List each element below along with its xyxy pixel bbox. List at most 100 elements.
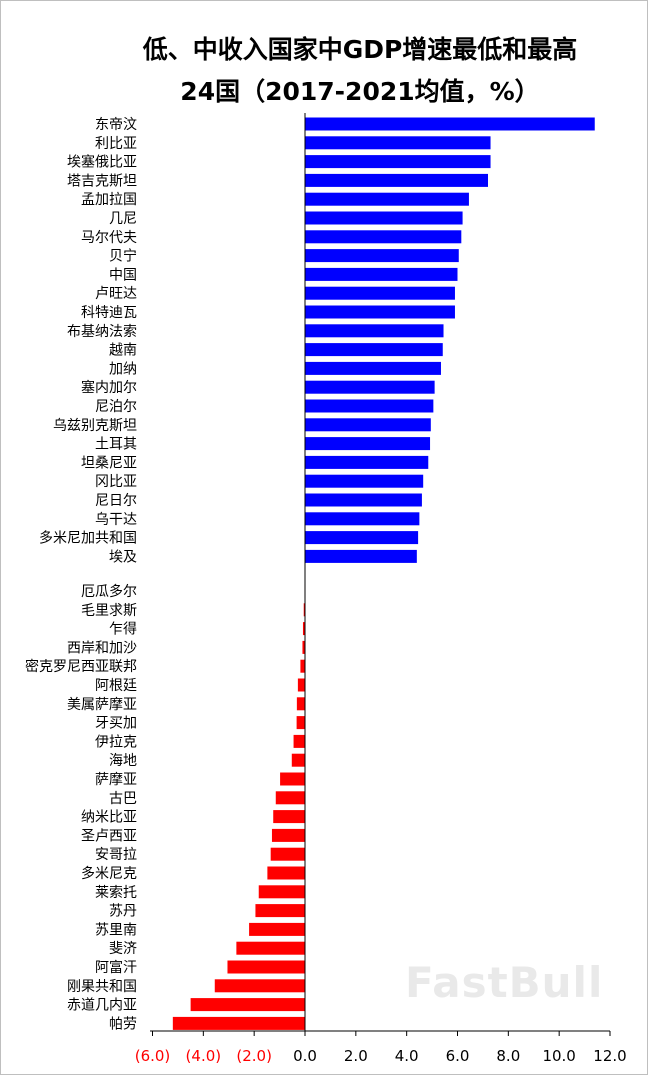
bottom-category-label: 毛里求斯 [81,603,137,619]
top-bar [305,549,417,563]
top-bar [305,343,443,357]
top-category-label: 马尔代夫 [81,230,137,246]
bottom-bar [190,998,305,1012]
top-bar [305,249,459,263]
bottom-category-label: 纳米比亚 [81,810,137,826]
bottom-category-label: 美属萨摩亚 [67,696,137,713]
top-category-label: 科特迪瓦 [81,305,137,321]
top-category-label: 乌兹别克斯坦 [53,418,137,434]
bottom-category-label: 圣卢西亚 [81,828,137,844]
bottom-bar [271,828,305,842]
bottom-category-label: 萨摩亚 [95,771,137,788]
bottom-category-label: 阿根廷 [95,678,137,694]
top-category-label: 卢旺达 [95,286,137,302]
bottom-category-label: 牙买加 [95,716,137,732]
top-bar [305,211,463,225]
top-bar [305,136,491,150]
bottom-category-label: 赤道几内亚 [67,998,137,1014]
bottom-category-label: 莱索托 [95,884,137,901]
top-category-label: 土耳其 [95,437,137,453]
top-category-label: 乌干达 [95,512,137,528]
top-category-label: 几尼 [109,211,137,227]
top-category-label: 中国 [109,267,137,283]
top-bar [305,192,469,206]
bottom-bar [236,941,305,955]
bottom-category-label: 刚果共和国 [67,979,137,995]
top-category-label: 埃塞俄比亚 [67,154,137,171]
bottom-bar [296,716,305,730]
bottom-bar [297,678,305,692]
x-tick-label: (4.0) [186,1047,222,1065]
x-tick-label: 0.0 [293,1047,317,1065]
x-tick-label: 12.0 [593,1047,626,1065]
bottom-category-label: 乍得 [109,621,137,638]
x-tick-label: 10.0 [542,1047,575,1065]
top-bar [305,418,431,432]
bottom-bar [302,640,305,654]
top-bar [305,512,420,526]
top-category-label: 尼泊尔 [95,399,137,415]
top-bar [305,324,444,338]
x-tick-label: 6.0 [446,1047,470,1065]
bottom-bar [275,791,305,805]
top-bar [305,493,422,507]
bottom-category-label: 古巴 [109,791,137,807]
top-category-label: 塔吉克斯坦 [67,173,137,189]
top-bar [305,267,458,281]
bottom-bar [255,904,305,918]
bottom-category-label: 多米尼克 [81,865,137,882]
top-bar [305,399,434,413]
bottom-bar [303,603,305,617]
top-bar [305,230,462,244]
top-bar [305,437,431,451]
top-bar [305,286,455,300]
top-bar [305,361,441,375]
top-category-label: 越南 [109,343,137,359]
top-category-label: 尼日尔 [95,493,137,509]
bottom-bar [227,960,305,974]
top-category-label: 塞内加尔 [81,379,137,396]
bottom-category-label: 苏里南 [95,922,137,938]
bottom-bar [214,979,305,993]
bottom-category-label: 伊拉克 [95,734,137,750]
x-tick-label: 4.0 [395,1047,419,1065]
bottom-category-label: 海地 [109,753,137,769]
bottom-category-label: 帕劳 [109,1016,137,1032]
top-category-label: 布基纳法索 [67,323,137,340]
bottom-bar [172,1016,305,1030]
top-bar [305,305,455,319]
x-tick-label: (2.0) [236,1047,272,1065]
chart-title: 低、中收入国家中GDP增速最低和最高 [142,35,578,64]
top-category-label: 多米尼加共和国 [39,530,137,547]
top-category-label: 东帝汶 [95,116,137,133]
top-bar [305,474,424,488]
bottom-category-label: 厄瓜多尔 [81,583,137,600]
bottom-category-label: 阿富汗 [95,959,137,976]
bottom-bar [249,922,305,936]
top-bar [305,173,488,187]
bottom-category-label: 密克罗尼西亚联邦 [25,658,137,675]
top-category-label: 埃及 [109,549,137,565]
bottom-category-label: 西岸和加沙 [67,640,137,656]
chart-subtitle: 24国（2017-2021均值，%） [180,77,540,106]
top-category-label: 加纳 [109,361,137,377]
bottom-bar [258,885,305,899]
top-bar [305,155,491,169]
top-category-label: 孟加拉国 [81,192,137,208]
top-category-label: 坦桑尼亚 [81,455,137,471]
bottom-bar [270,847,305,861]
bottom-category-label: 安哥拉 [95,847,137,863]
watermark-logo: FastBull [405,958,604,1007]
bottom-bar [267,866,305,880]
bottom-bar [273,810,305,824]
top-bar [305,380,435,394]
top-bar [305,117,595,131]
top-category-label: 冈比亚 [95,474,137,490]
x-tick-label: (6.0) [135,1047,171,1065]
x-tick-label: 2.0 [344,1047,368,1065]
bottom-bar [300,659,305,673]
bottom-bar [291,753,305,767]
x-tick-label: 8.0 [496,1047,520,1065]
bottom-bar [296,697,305,711]
